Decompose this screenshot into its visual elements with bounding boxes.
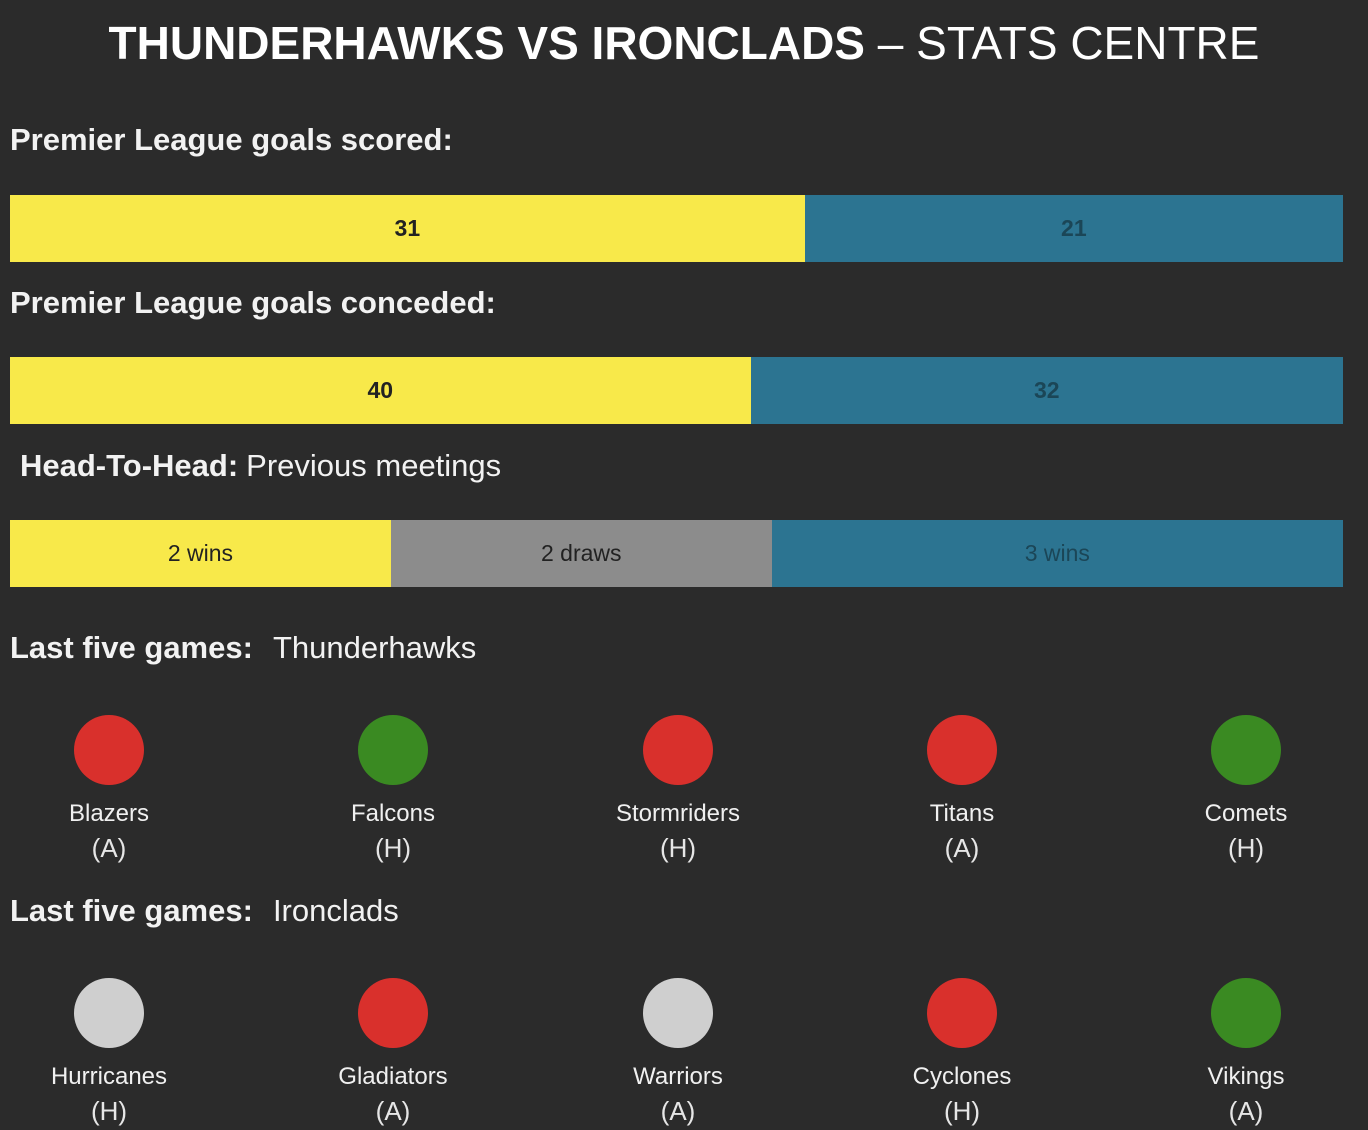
- opponent: Cyclones: [912, 1063, 1012, 1090]
- label-bold: Last five games:: [10, 630, 253, 665]
- venue: (A): [1228, 1096, 1264, 1126]
- opponent: Falcons: [350, 800, 436, 827]
- bar-value: 21: [1061, 215, 1087, 241]
- venue: (A): [375, 1096, 411, 1126]
- opponent: Hurricanes: [50, 1063, 168, 1090]
- result-dot: [74, 978, 144, 1048]
- section-label: Last five games: Thunderhawks: [10, 630, 476, 666]
- opponent: Stormriders: [615, 800, 741, 827]
- bar-segment: 2 wins: [10, 520, 391, 587]
- opponent: Vikings: [1207, 1063, 1285, 1090]
- segment-label: 2 draws: [540, 540, 622, 566]
- opponent: Gladiators: [338, 1063, 448, 1090]
- result-dot: [1211, 978, 1281, 1048]
- bar-value: 40: [367, 377, 394, 403]
- result-dot: [927, 978, 997, 1048]
- venue: (H): [659, 833, 697, 863]
- section-label: Premier League goals scored:: [10, 122, 453, 157]
- venue: (H): [1227, 833, 1265, 863]
- title-bold: THUNDERHAWKS VS IRONCLADS: [108, 17, 865, 69]
- bar-segment: 40: [10, 357, 751, 424]
- segment-label: 3 wins: [1024, 540, 1090, 566]
- opponent: Comets: [1204, 800, 1288, 827]
- opponent: Titans: [929, 800, 995, 827]
- segment-label: 2 wins: [167, 540, 234, 566]
- title-rest: – STATS CENTRE: [877, 17, 1260, 69]
- stat-bar: 31 21: [10, 195, 1343, 262]
- label-bold: Head-To-Head:: [20, 448, 239, 483]
- result-dot: [74, 715, 144, 785]
- section-label: Head-To-Head: Previous meetings: [20, 448, 501, 484]
- venue: (H): [90, 1096, 128, 1126]
- bar-segment: 2 draws: [390, 520, 772, 587]
- section-label: Premier League goals conceded:: [10, 285, 496, 320]
- bar-segment: 32: [750, 357, 1343, 424]
- result-dot: [927, 715, 997, 785]
- result-dot: [358, 978, 428, 1048]
- bar-value: 32: [1033, 377, 1060, 403]
- venue: (A): [91, 833, 127, 863]
- team-name: Thunderhawks: [272, 630, 477, 665]
- venue: (H): [374, 833, 412, 863]
- bar-value: 31: [394, 215, 421, 241]
- bar-segment: 21: [804, 195, 1343, 262]
- venue: (A): [944, 833, 980, 863]
- section-label: Last five games: Ironclads: [10, 893, 399, 929]
- bar-segment: 31: [10, 195, 805, 262]
- label-bold: Last five games:: [10, 893, 253, 928]
- title: THUNDERHAWKS VS IRONCLADS – STATS CENTRE: [0, 16, 1368, 70]
- team-name: Ironclads: [272, 893, 399, 928]
- opponent: Blazers: [68, 800, 150, 827]
- opponent: Warriors: [633, 1063, 723, 1090]
- result-dot: [358, 715, 428, 785]
- label-rest: Previous meetings: [246, 448, 502, 483]
- venue: (A): [660, 1096, 696, 1126]
- result-dot: [1211, 715, 1281, 785]
- result-dot: [643, 715, 713, 785]
- result-dot: [643, 978, 713, 1048]
- stat-bar: 40 32: [10, 357, 1343, 424]
- bar-segment: 3 wins: [771, 520, 1343, 587]
- venue: (H): [943, 1096, 981, 1126]
- h2h-bar: 2 wins 2 draws 3 wins: [10, 520, 1343, 587]
